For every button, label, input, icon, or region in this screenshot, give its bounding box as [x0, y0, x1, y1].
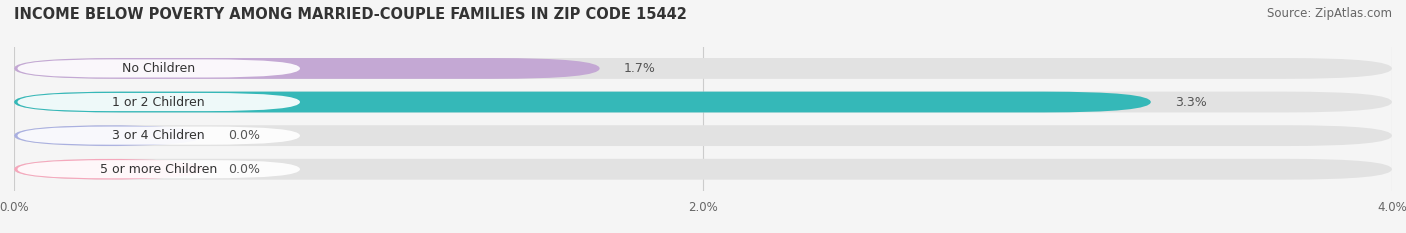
- FancyBboxPatch shape: [17, 93, 299, 111]
- FancyBboxPatch shape: [17, 59, 299, 78]
- FancyBboxPatch shape: [17, 160, 299, 178]
- FancyBboxPatch shape: [14, 58, 1392, 79]
- FancyBboxPatch shape: [14, 92, 1392, 113]
- Text: 0.0%: 0.0%: [228, 163, 260, 176]
- Text: 5 or more Children: 5 or more Children: [100, 163, 218, 176]
- FancyBboxPatch shape: [14, 159, 1392, 180]
- Text: 3.3%: 3.3%: [1175, 96, 1206, 109]
- Text: 3 or 4 Children: 3 or 4 Children: [112, 129, 205, 142]
- Text: 1.7%: 1.7%: [624, 62, 655, 75]
- Text: 0.0%: 0.0%: [228, 129, 260, 142]
- Text: INCOME BELOW POVERTY AMONG MARRIED-COUPLE FAMILIES IN ZIP CODE 15442: INCOME BELOW POVERTY AMONG MARRIED-COUPL…: [14, 7, 688, 22]
- FancyBboxPatch shape: [14, 92, 1150, 113]
- FancyBboxPatch shape: [14, 125, 1392, 146]
- Text: 1 or 2 Children: 1 or 2 Children: [112, 96, 205, 109]
- FancyBboxPatch shape: [14, 159, 204, 180]
- FancyBboxPatch shape: [17, 127, 299, 145]
- FancyBboxPatch shape: [14, 125, 204, 146]
- Text: No Children: No Children: [122, 62, 195, 75]
- Text: Source: ZipAtlas.com: Source: ZipAtlas.com: [1267, 7, 1392, 20]
- FancyBboxPatch shape: [14, 58, 599, 79]
